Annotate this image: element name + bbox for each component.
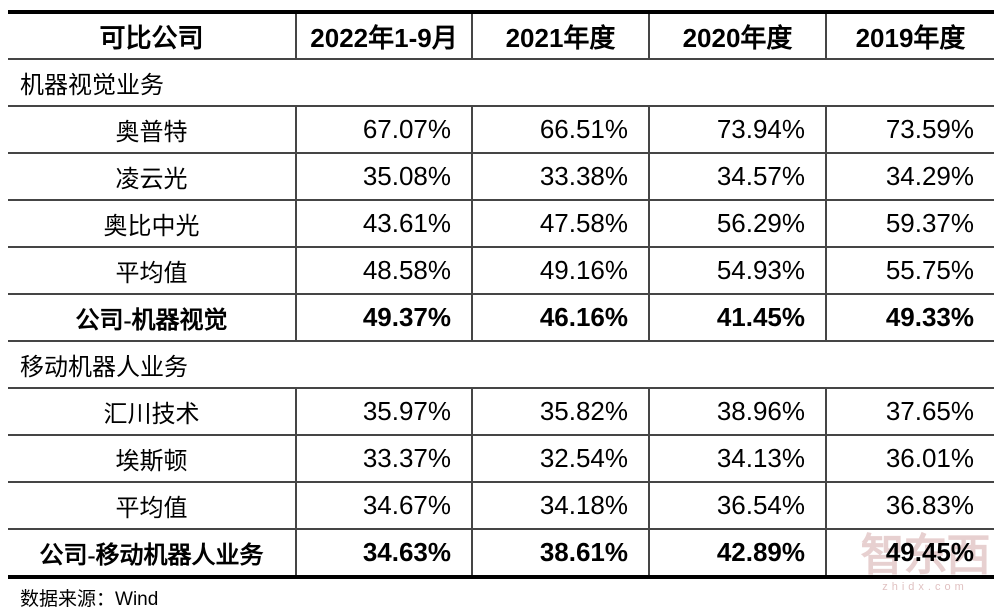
table-row: 汇川技术 35.97% 35.82% 38.96% 37.65% <box>8 388 994 436</box>
header-cell-period: 2019年度 <box>826 12 994 60</box>
table-row: 公司-移动机器人业务 34.63% 38.61% 42.89% 49.45% <box>8 529 994 578</box>
watermark-domain-text: zhidx.com <box>882 581 968 593</box>
table-row: 公司-机器视觉 49.37% 46.16% 41.45% 49.33% <box>8 294 994 342</box>
value-cell: 43.61% <box>296 200 473 248</box>
value-cell: 55.75% <box>826 247 994 295</box>
value-cell: 33.38% <box>472 153 650 201</box>
table-row: 埃斯顿 33.37% 32.54% 34.13% 36.01% <box>8 435 994 483</box>
header-cell-company: 可比公司 <box>8 12 297 60</box>
value-cell: 41.45% <box>649 294 827 342</box>
value-cell: 38.61% <box>472 529 650 578</box>
comparison-table: 可比公司 2022年1-9月 2021年度 2020年度 2019年度 机器视觉业务 奥普… <box>8 10 994 579</box>
table-row: 奥比中光 43.61% 47.58% 56.29% 59.37% <box>8 200 994 248</box>
value-cell: 48.58% <box>296 247 473 295</box>
value-cell: 32.54% <box>472 435 650 483</box>
value-cell: 42.89% <box>649 529 827 578</box>
value-cell: 34.67% <box>296 482 473 530</box>
header-cell-period: 2020年度 <box>649 12 827 60</box>
value-cell: 73.59% <box>826 106 994 154</box>
company-name-cell: 平均值 <box>8 482 297 530</box>
company-name-cell: 公司-机器视觉 <box>8 294 297 342</box>
value-cell: 38.96% <box>649 388 827 436</box>
data-source-name: Wind <box>115 589 159 610</box>
value-cell: 56.29% <box>649 200 827 248</box>
header-cell-period: 2021年度 <box>472 12 650 60</box>
table-row: 凌云光 35.08% 33.38% 34.57% 34.29% <box>8 153 994 201</box>
table-header-row: 可比公司 2022年1-9月 2021年度 2020年度 2019年度 <box>8 12 994 60</box>
header-cell-period: 2022年1-9月 <box>296 12 473 60</box>
value-cell: 67.07% <box>296 106 473 154</box>
data-source-label: 数据来源： <box>20 589 116 610</box>
value-cell: 37.65% <box>826 388 994 436</box>
section-title: 移动机器人业务 <box>8 341 994 389</box>
value-cell: 34.57% <box>649 153 827 201</box>
company-name-cell: 汇川技术 <box>8 388 297 436</box>
value-cell: 47.58% <box>472 200 650 248</box>
value-cell: 66.51% <box>472 106 650 154</box>
value-cell: 35.08% <box>296 153 473 201</box>
value-cell: 49.16% <box>472 247 650 295</box>
company-name-cell: 凌云光 <box>8 153 297 201</box>
table-row: 平均值 48.58% 49.16% 54.93% 55.75% <box>8 247 994 295</box>
table-row: 奥普特 67.07% 66.51% 73.94% 73.59% <box>8 106 994 154</box>
table-row: 平均值 34.67% 34.18% 36.54% 36.83% <box>8 482 994 530</box>
value-cell: 46.16% <box>472 294 650 342</box>
value-cell: 35.82% <box>472 388 650 436</box>
value-cell: 49.33% <box>826 294 994 342</box>
value-cell: 35.97% <box>296 388 473 436</box>
company-name-cell: 平均值 <box>8 247 297 295</box>
value-cell: 33.37% <box>296 435 473 483</box>
section-row: 机器视觉业务 <box>8 59 994 107</box>
value-cell: 34.29% <box>826 153 994 201</box>
value-cell: 34.18% <box>472 482 650 530</box>
value-cell: 36.54% <box>649 482 827 530</box>
section-row: 移动机器人业务 <box>8 341 994 389</box>
value-cell: 59.37% <box>826 200 994 248</box>
company-name-cell: 奥普特 <box>8 106 297 154</box>
value-cell: 73.94% <box>649 106 827 154</box>
value-cell: 36.83% <box>826 482 994 530</box>
value-cell: 34.13% <box>649 435 827 483</box>
value-cell: 49.45% <box>826 529 994 578</box>
company-name-cell: 奥比中光 <box>8 200 297 248</box>
data-source: 数据来源：Wind <box>20 584 158 611</box>
value-cell: 49.37% <box>296 294 473 342</box>
company-name-cell: 埃斯顿 <box>8 435 297 483</box>
company-name-cell: 公司-移动机器人业务 <box>8 529 297 578</box>
value-cell: 36.01% <box>826 435 994 483</box>
section-title: 机器视觉业务 <box>8 59 994 107</box>
value-cell: 34.63% <box>296 529 473 578</box>
value-cell: 54.93% <box>649 247 827 295</box>
